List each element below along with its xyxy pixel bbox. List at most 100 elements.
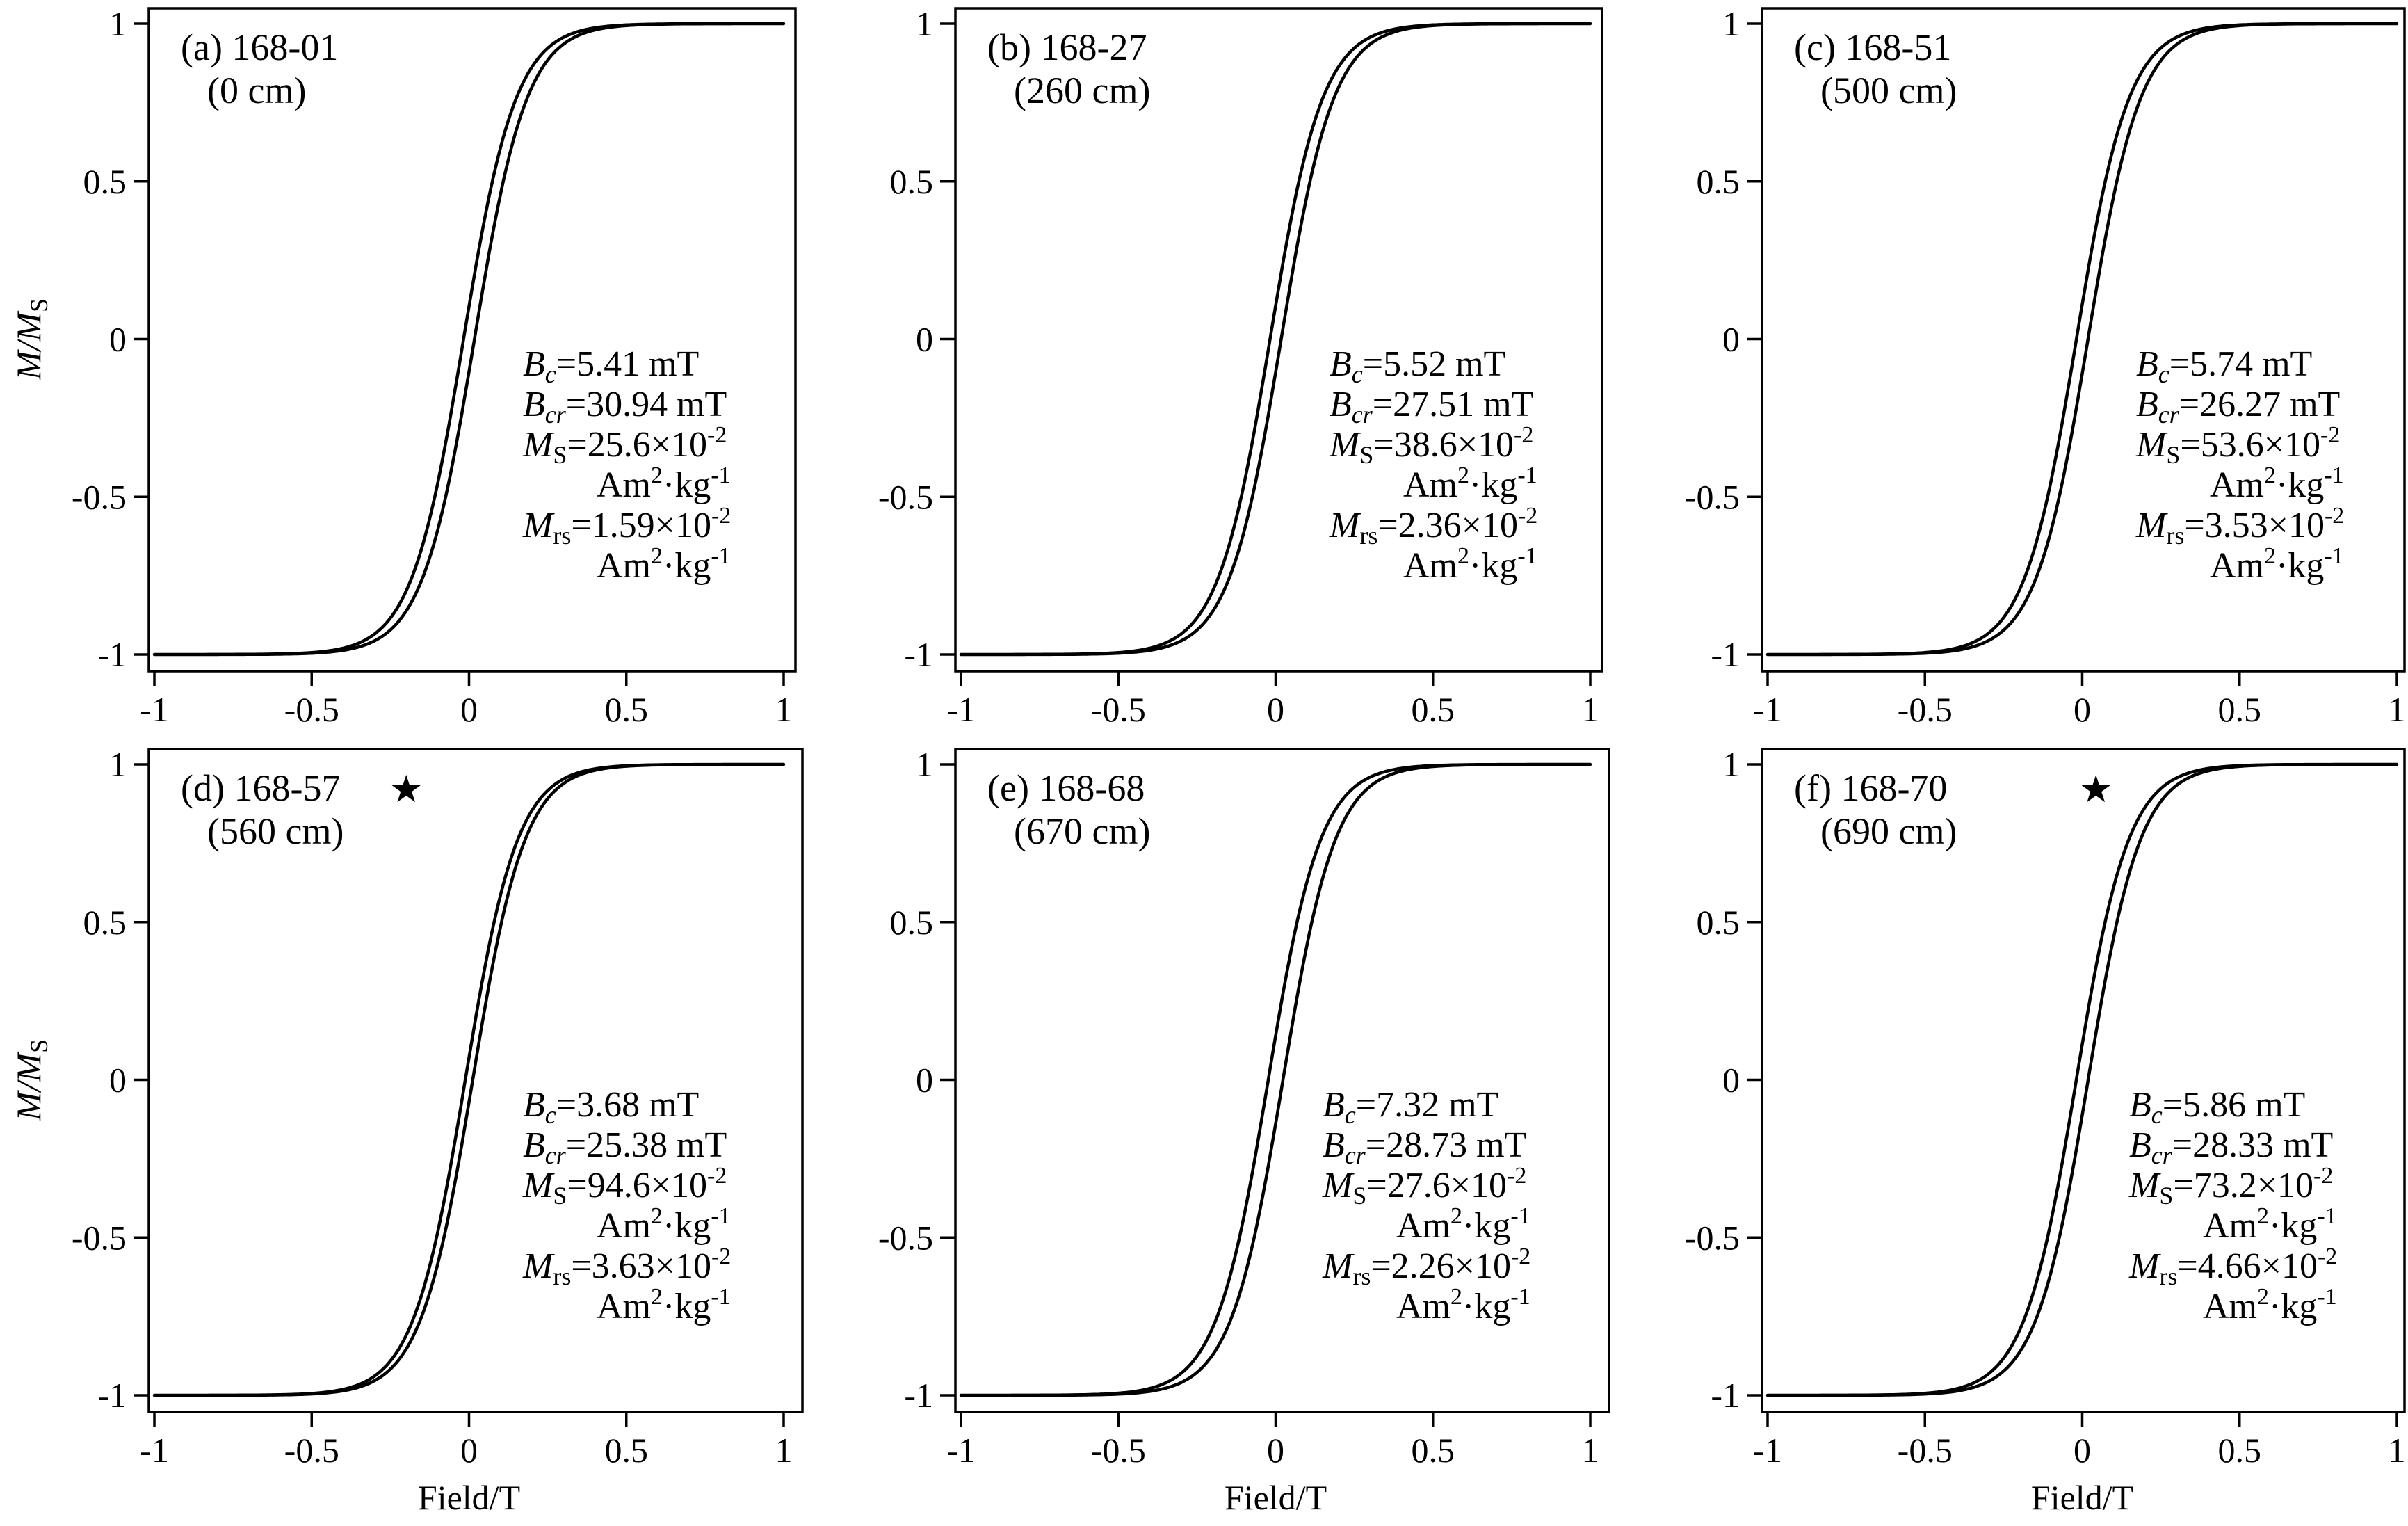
param-unit: Am <box>1403 546 1457 586</box>
param-exponent: -2 <box>711 503 731 529</box>
hysteresis-loop <box>1765 22 2399 657</box>
param-text: = <box>2179 385 2199 424</box>
param-unit: ·kg <box>1462 1206 1510 1246</box>
param-exponent: 2 <box>2257 1284 2269 1310</box>
param-text: ×10 <box>2264 425 2320 465</box>
param-text: = <box>2172 1125 2192 1165</box>
param-text: ×10 <box>2257 1166 2313 1205</box>
param-text: = <box>2163 1085 2183 1125</box>
x-tick-label: 1 <box>2389 1431 2406 1470</box>
param-value: 5.74 <box>2190 344 2253 384</box>
param-text: ×10 <box>651 425 707 465</box>
param-exponent: -2 <box>1507 1163 1526 1189</box>
param-exponent: -1 <box>1517 463 1537 488</box>
param-unit: mT <box>2281 385 2340 424</box>
param-symbol: B <box>523 1085 545 1125</box>
param-exponent: 2 <box>1457 463 1469 488</box>
param-unit: mT <box>668 385 727 424</box>
param-value: 4.66 <box>2198 1246 2261 1286</box>
x-tick-label: -1 <box>140 690 169 729</box>
param-subscript: rs <box>553 522 571 549</box>
panel-label: (c) 168-51 <box>1794 26 1951 68</box>
x-tick-label: 0.5 <box>605 1431 649 1470</box>
param-text: = <box>556 344 576 384</box>
param-unit: mT <box>2274 1125 2333 1165</box>
param-text: ×10 <box>2268 506 2325 545</box>
param-value: 1.59 <box>592 506 655 545</box>
param-bcr: Bcr=26.27 mT <box>2136 385 2340 428</box>
param-unit: Am <box>597 1206 651 1246</box>
x-tick-label: 1 <box>1582 1431 1599 1470</box>
hysteresis-loop <box>152 762 786 1397</box>
param-exponent: -1 <box>1510 1284 1530 1310</box>
param-bcr: Bcr=30.94 mT <box>523 385 727 428</box>
depth-label: (670 cm) <box>1014 810 1150 852</box>
param-exponent: -2 <box>2318 1244 2337 1269</box>
param-symbol: B <box>1330 344 1352 384</box>
param-symbol: M <box>2128 1166 2161 1205</box>
y-tick-label: -1 <box>1711 635 1740 674</box>
param-symbol: B <box>523 344 545 384</box>
y-tick-label: 0 <box>916 320 933 359</box>
param-unit-mrs: Am2·kg-1 <box>1396 1284 1530 1326</box>
hysteresis-loop <box>152 22 786 657</box>
param-text: ×10 <box>651 1166 707 1205</box>
param-bcr: Bcr=28.33 mT <box>2129 1125 2333 1169</box>
param-value: 38.6 <box>1394 425 1457 465</box>
param-exponent: 2 <box>2257 1203 2269 1229</box>
x-tick-label: -1 <box>140 1431 169 1470</box>
star-marker: ★ <box>2079 769 2112 810</box>
param-bcr: Bcr=25.38 mT <box>523 1125 727 1169</box>
y-tick-label: 0.5 <box>83 903 127 942</box>
param-bcr: Bcr=27.51 mT <box>1330 385 1533 428</box>
y-tick-label: 0 <box>109 320 127 359</box>
param-symbol: B <box>2136 344 2158 384</box>
param-exponent: -2 <box>1514 422 1533 448</box>
param-unit: ·kg <box>663 546 711 586</box>
param-value: 7.32 <box>1376 1085 1439 1125</box>
param-exponent: 2 <box>651 543 663 569</box>
param-exponent: 2 <box>2264 463 2276 488</box>
y-tick-label: 0.5 <box>890 162 934 201</box>
param-unit-ms: Am2·kg-1 <box>1396 1203 1530 1246</box>
hysteresis-loop <box>1765 762 2399 1397</box>
param-unit: Am <box>1403 465 1457 505</box>
x-tick-label: -1 <box>946 690 976 729</box>
panel-d: -1 -0.5 0 0.5 1 -1 -0.5 0 0.5 1 (d) 168-57(560 cm)… <box>72 745 804 1470</box>
param-text: = <box>1366 1166 1387 1205</box>
param-subscript: rs <box>2166 522 2184 549</box>
y-tick-label: -0.5 <box>72 477 127 516</box>
param-exponent: 2 <box>651 463 663 488</box>
param-exponent: -1 <box>2317 1203 2336 1229</box>
param-text: ×10 <box>1457 425 1514 465</box>
x-tick-label: 1 <box>1582 690 1599 729</box>
param-text: = <box>567 1166 587 1205</box>
param-subscript: S <box>1352 1182 1366 1210</box>
param-bc: Bc=3.68 mT <box>523 1085 699 1129</box>
param-ms: MS=73.2×10-2 <box>2128 1163 2333 1210</box>
param-unit: ·kg <box>1469 465 1517 505</box>
param-subscript: S <box>2166 441 2180 469</box>
y-tick-label: -1 <box>97 1376 127 1415</box>
param-unit-mrs: Am2·kg-1 <box>1403 543 1537 586</box>
param-unit-mrs: Am2·kg-1 <box>597 1284 731 1326</box>
param-value: 3.53 <box>2205 506 2268 545</box>
param-unit: Am <box>597 546 651 586</box>
param-text: ×10 <box>1451 1166 1507 1205</box>
y-tick-label: -1 <box>97 635 127 674</box>
param-subscript: S <box>1359 441 1373 469</box>
param-value: 2.36 <box>1398 506 1462 545</box>
param-value: 25.38 <box>586 1125 668 1165</box>
param-text: = <box>567 425 587 465</box>
param-subscript: cr <box>545 1141 567 1169</box>
param-text: ×10 <box>1462 506 1518 545</box>
y-tick-label: 0 <box>1722 320 1740 359</box>
y-tick-label: 0 <box>916 1061 933 1100</box>
param-subscript: rs <box>553 1262 571 1290</box>
panel-label: (a) 168-01 <box>181 26 338 68</box>
param-symbol: M <box>522 1246 555 1286</box>
param-value: 53.6 <box>2201 425 2264 465</box>
param-text: = <box>1363 344 1383 384</box>
param-subscript: c <box>1352 360 1363 388</box>
